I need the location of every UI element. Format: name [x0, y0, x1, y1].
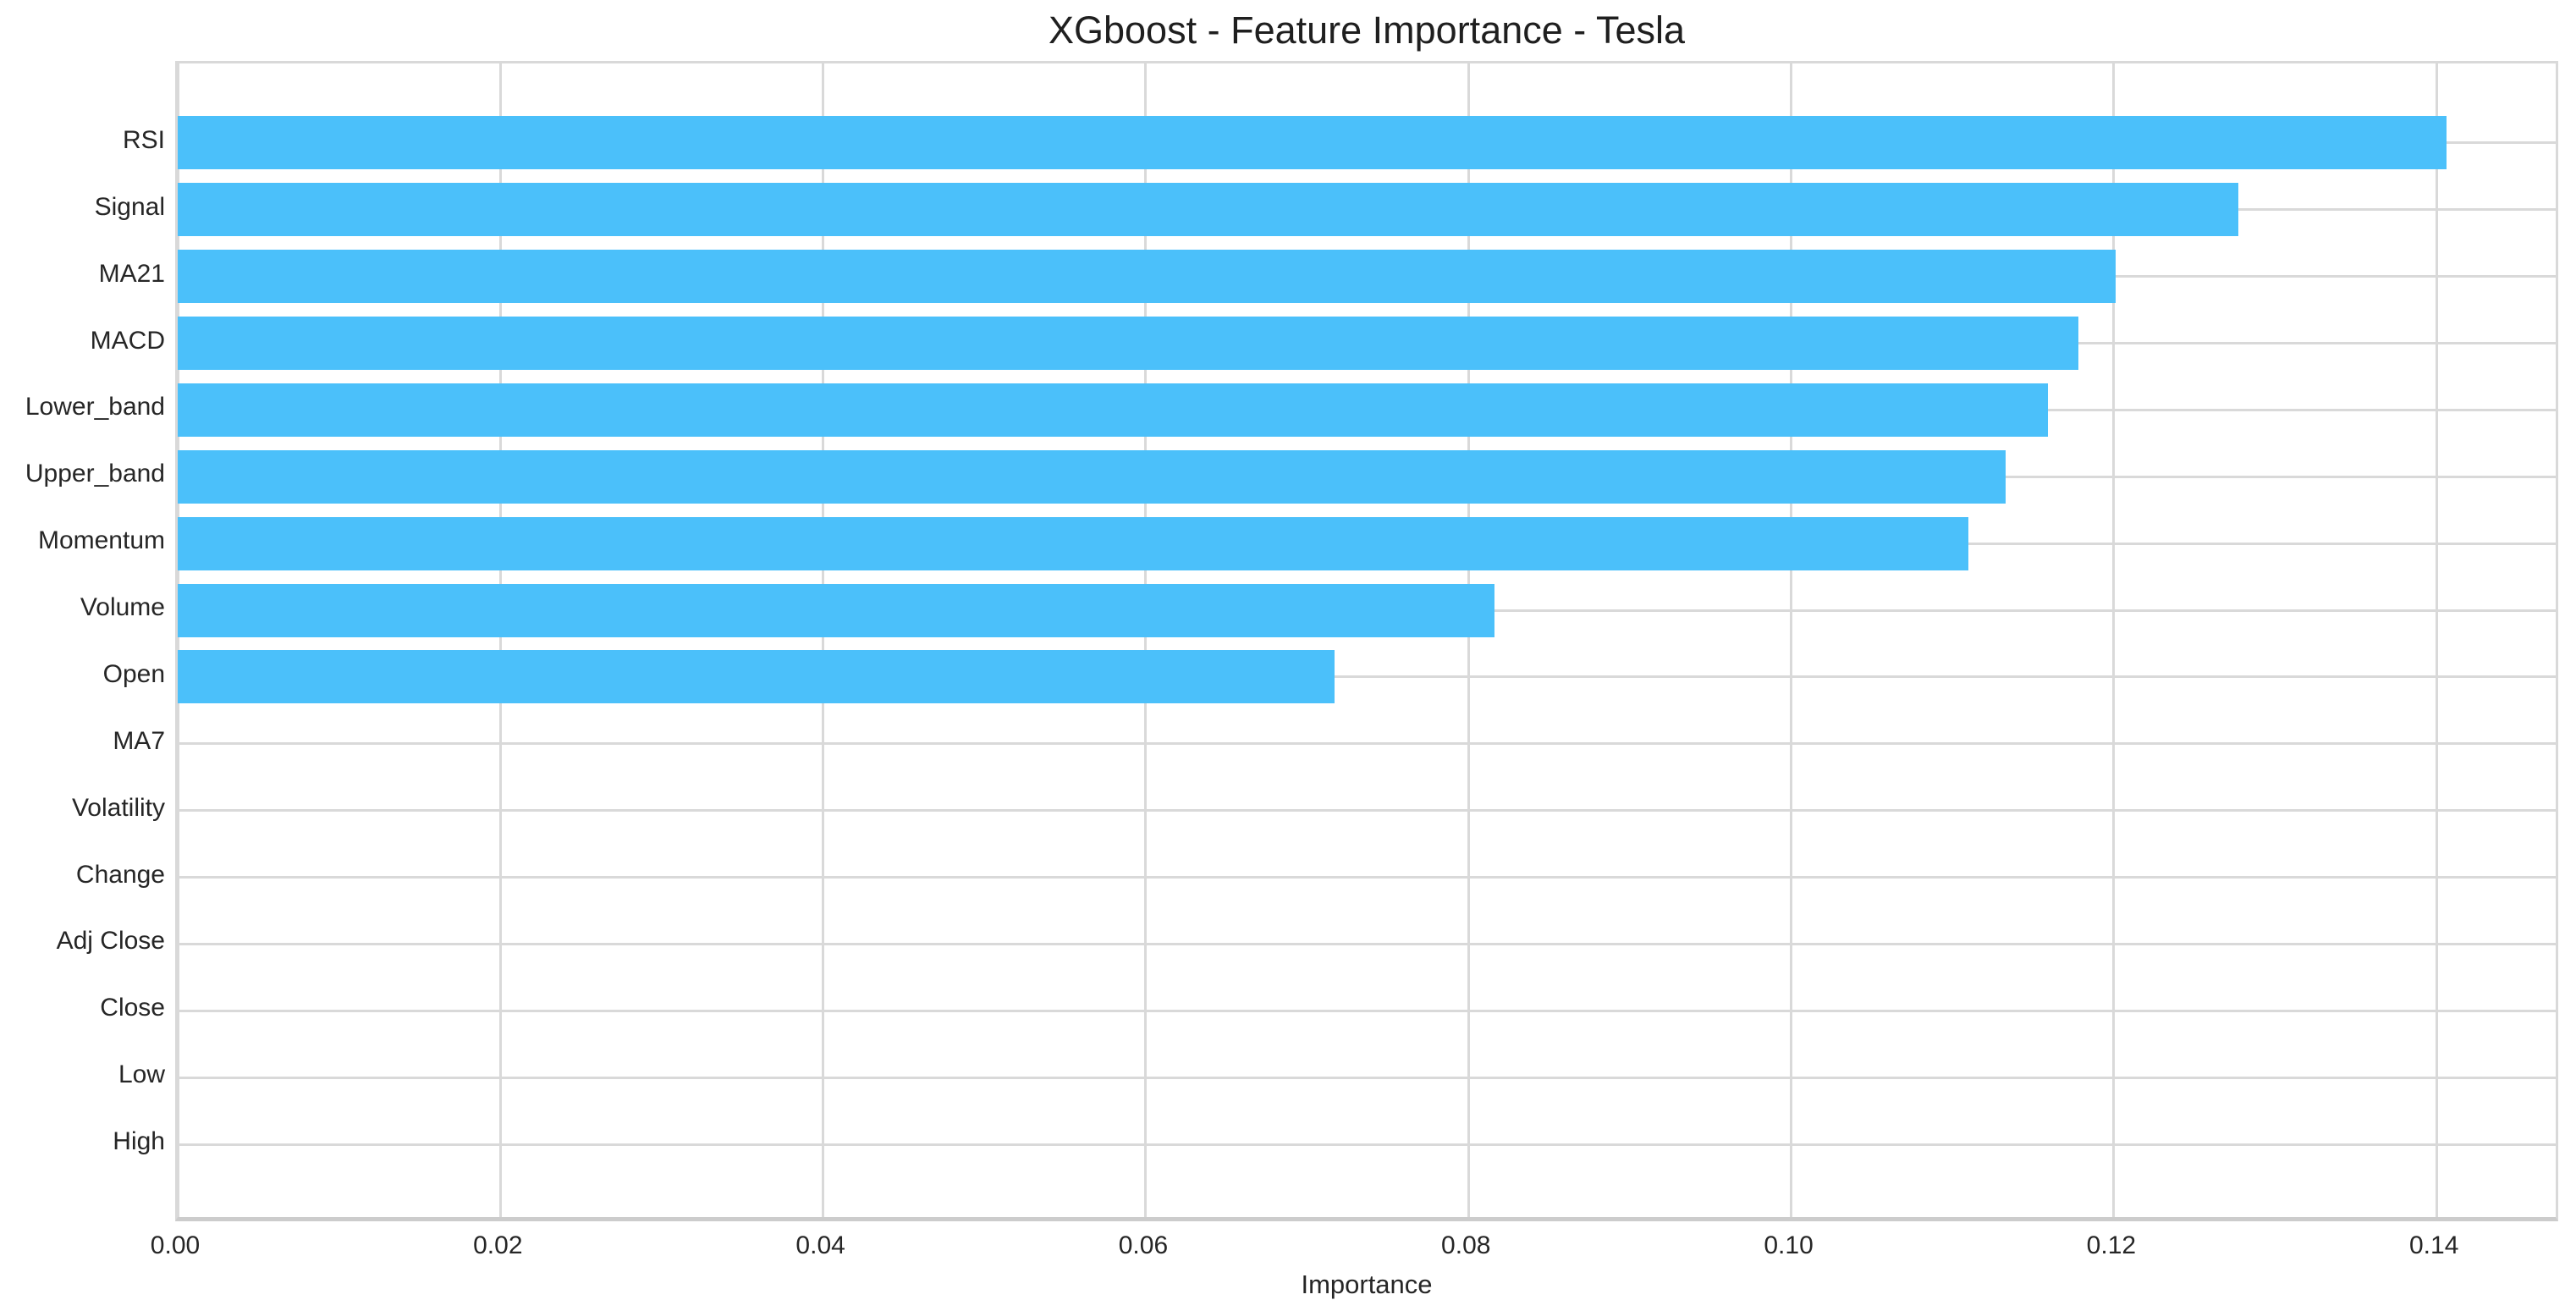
bar [178, 449, 2006, 504]
y-tick-label: Close [100, 994, 165, 1022]
bar [178, 183, 2238, 237]
vertical-gridline [498, 63, 502, 1217]
vertical-gridline [822, 63, 825, 1217]
y-tick-label: Volatility [71, 793, 165, 822]
x-tick-label: 0.08 [1441, 1231, 1491, 1259]
x-tick-label: 0.14 [2408, 1231, 2459, 1259]
y-tick-label: High [113, 1127, 165, 1156]
bar [178, 383, 2048, 437]
bar [178, 316, 2078, 371]
horizontal-gridline [178, 942, 2556, 945]
y-tick-label: Open [102, 659, 165, 688]
vertical-gridline [1790, 63, 1793, 1217]
horizontal-gridline [178, 742, 2556, 746]
x-tick-label: 0.04 [795, 1231, 845, 1259]
vertical-gridline [176, 63, 179, 1217]
bar [178, 116, 2447, 170]
x-tick-label: 0.12 [2086, 1231, 2137, 1259]
x-tick-label: 0.10 [1764, 1231, 1814, 1259]
horizontal-gridline [178, 1076, 2556, 1079]
bar [178, 250, 2116, 304]
y-tick-label: MA7 [113, 726, 165, 755]
plot-area [175, 61, 2558, 1221]
x-axis-title: Importance [1301, 1270, 1433, 1299]
x-tick-label: 0.00 [150, 1231, 201, 1259]
horizontal-gridline [178, 1009, 2556, 1012]
horizontal-gridline [178, 876, 2556, 879]
bar [178, 650, 1335, 704]
y-tick-label: MA21 [98, 259, 165, 288]
y-tick-label: Signal [94, 192, 165, 221]
horizontal-gridline [178, 809, 2556, 812]
y-tick-label: Upper_band [25, 460, 165, 488]
vertical-gridline [2112, 63, 2116, 1217]
bar [178, 583, 1494, 637]
horizontal-gridline [178, 1143, 2556, 1146]
y-tick-label: Change [75, 860, 165, 889]
x-tick-label: 0.02 [473, 1231, 523, 1259]
y-tick-label: Volume [80, 593, 165, 622]
y-tick-label: Low [118, 1060, 165, 1089]
vertical-gridline [1467, 63, 1470, 1217]
y-tick-label: Lower_band [25, 393, 165, 421]
x-tick-label: 0.06 [1118, 1231, 1169, 1259]
vertical-gridline [2435, 63, 2438, 1217]
y-tick-label: Adj Close [56, 927, 165, 956]
y-tick-label: MACD [90, 326, 165, 355]
bar [178, 516, 1969, 570]
y-tick-label: Momentum [37, 526, 165, 555]
horizontal-gridline [178, 675, 2556, 679]
chart-title: XGboost - Feature Importance - Tesla [1048, 8, 1685, 52]
vertical-gridline [1144, 63, 1148, 1217]
y-tick-label: RSI [122, 125, 165, 154]
